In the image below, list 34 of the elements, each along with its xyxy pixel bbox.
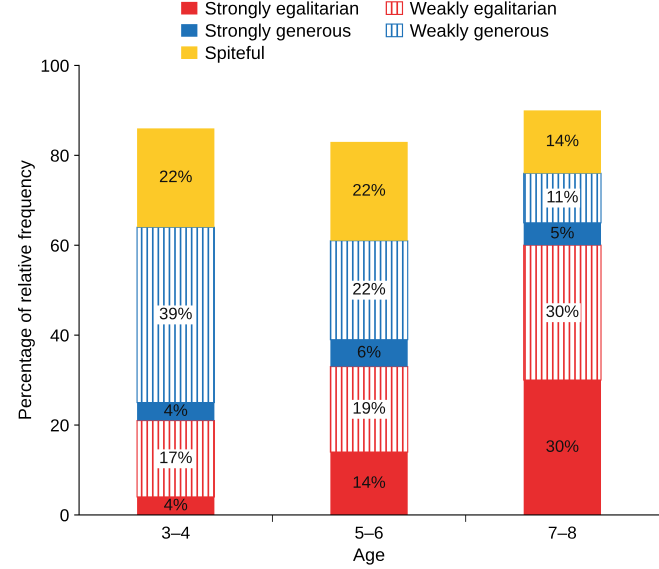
data-label: 22% [160, 170, 192, 182]
x-tick-label: 7–8 [548, 526, 576, 539]
legend-label: Spiteful [205, 46, 264, 63]
legend-label: Weakly egalitarian [410, 1, 556, 18]
data-label: 14% [354, 476, 386, 488]
legend-label: Weakly generous [410, 24, 548, 40]
x-axis-title: Age [353, 548, 384, 565]
y-tick-label: 60 [50, 239, 69, 252]
data-label: 19% [354, 402, 386, 414]
data-label: 30% [546, 305, 578, 318]
y-axis-title: Percentage of relative frequency [18, 160, 35, 419]
y-tick-label: 20 [50, 419, 69, 432]
data-label: 4% [164, 498, 188, 510]
data-label: 11% [548, 190, 578, 202]
data-label: 22% [353, 282, 386, 295]
data-label: 30% [546, 440, 578, 452]
bar [330, 142, 408, 241]
data-label: 14% [546, 134, 578, 146]
x-tick-label: 5–6 [355, 526, 383, 539]
legend-label: Strongly generous [205, 24, 351, 40]
y-tick-label: 80 [50, 150, 69, 162]
x-tick-label: 3–4 [162, 526, 190, 539]
y-tick-label: 100 [42, 60, 69, 72]
data-label: 5% [550, 226, 574, 238]
y-tick-label: 40 [50, 329, 69, 342]
legend-label: Strongly egalitarian [205, 1, 358, 18]
y-tick-label: 0 [60, 509, 69, 522]
data-label: 17% [160, 452, 192, 464]
bar [524, 110, 602, 174]
bar [137, 128, 214, 228]
data-label: 39% [160, 308, 192, 320]
data-label: 22% [353, 184, 386, 196]
data-label: 4% [164, 404, 188, 416]
data-label: 6% [358, 346, 380, 358]
